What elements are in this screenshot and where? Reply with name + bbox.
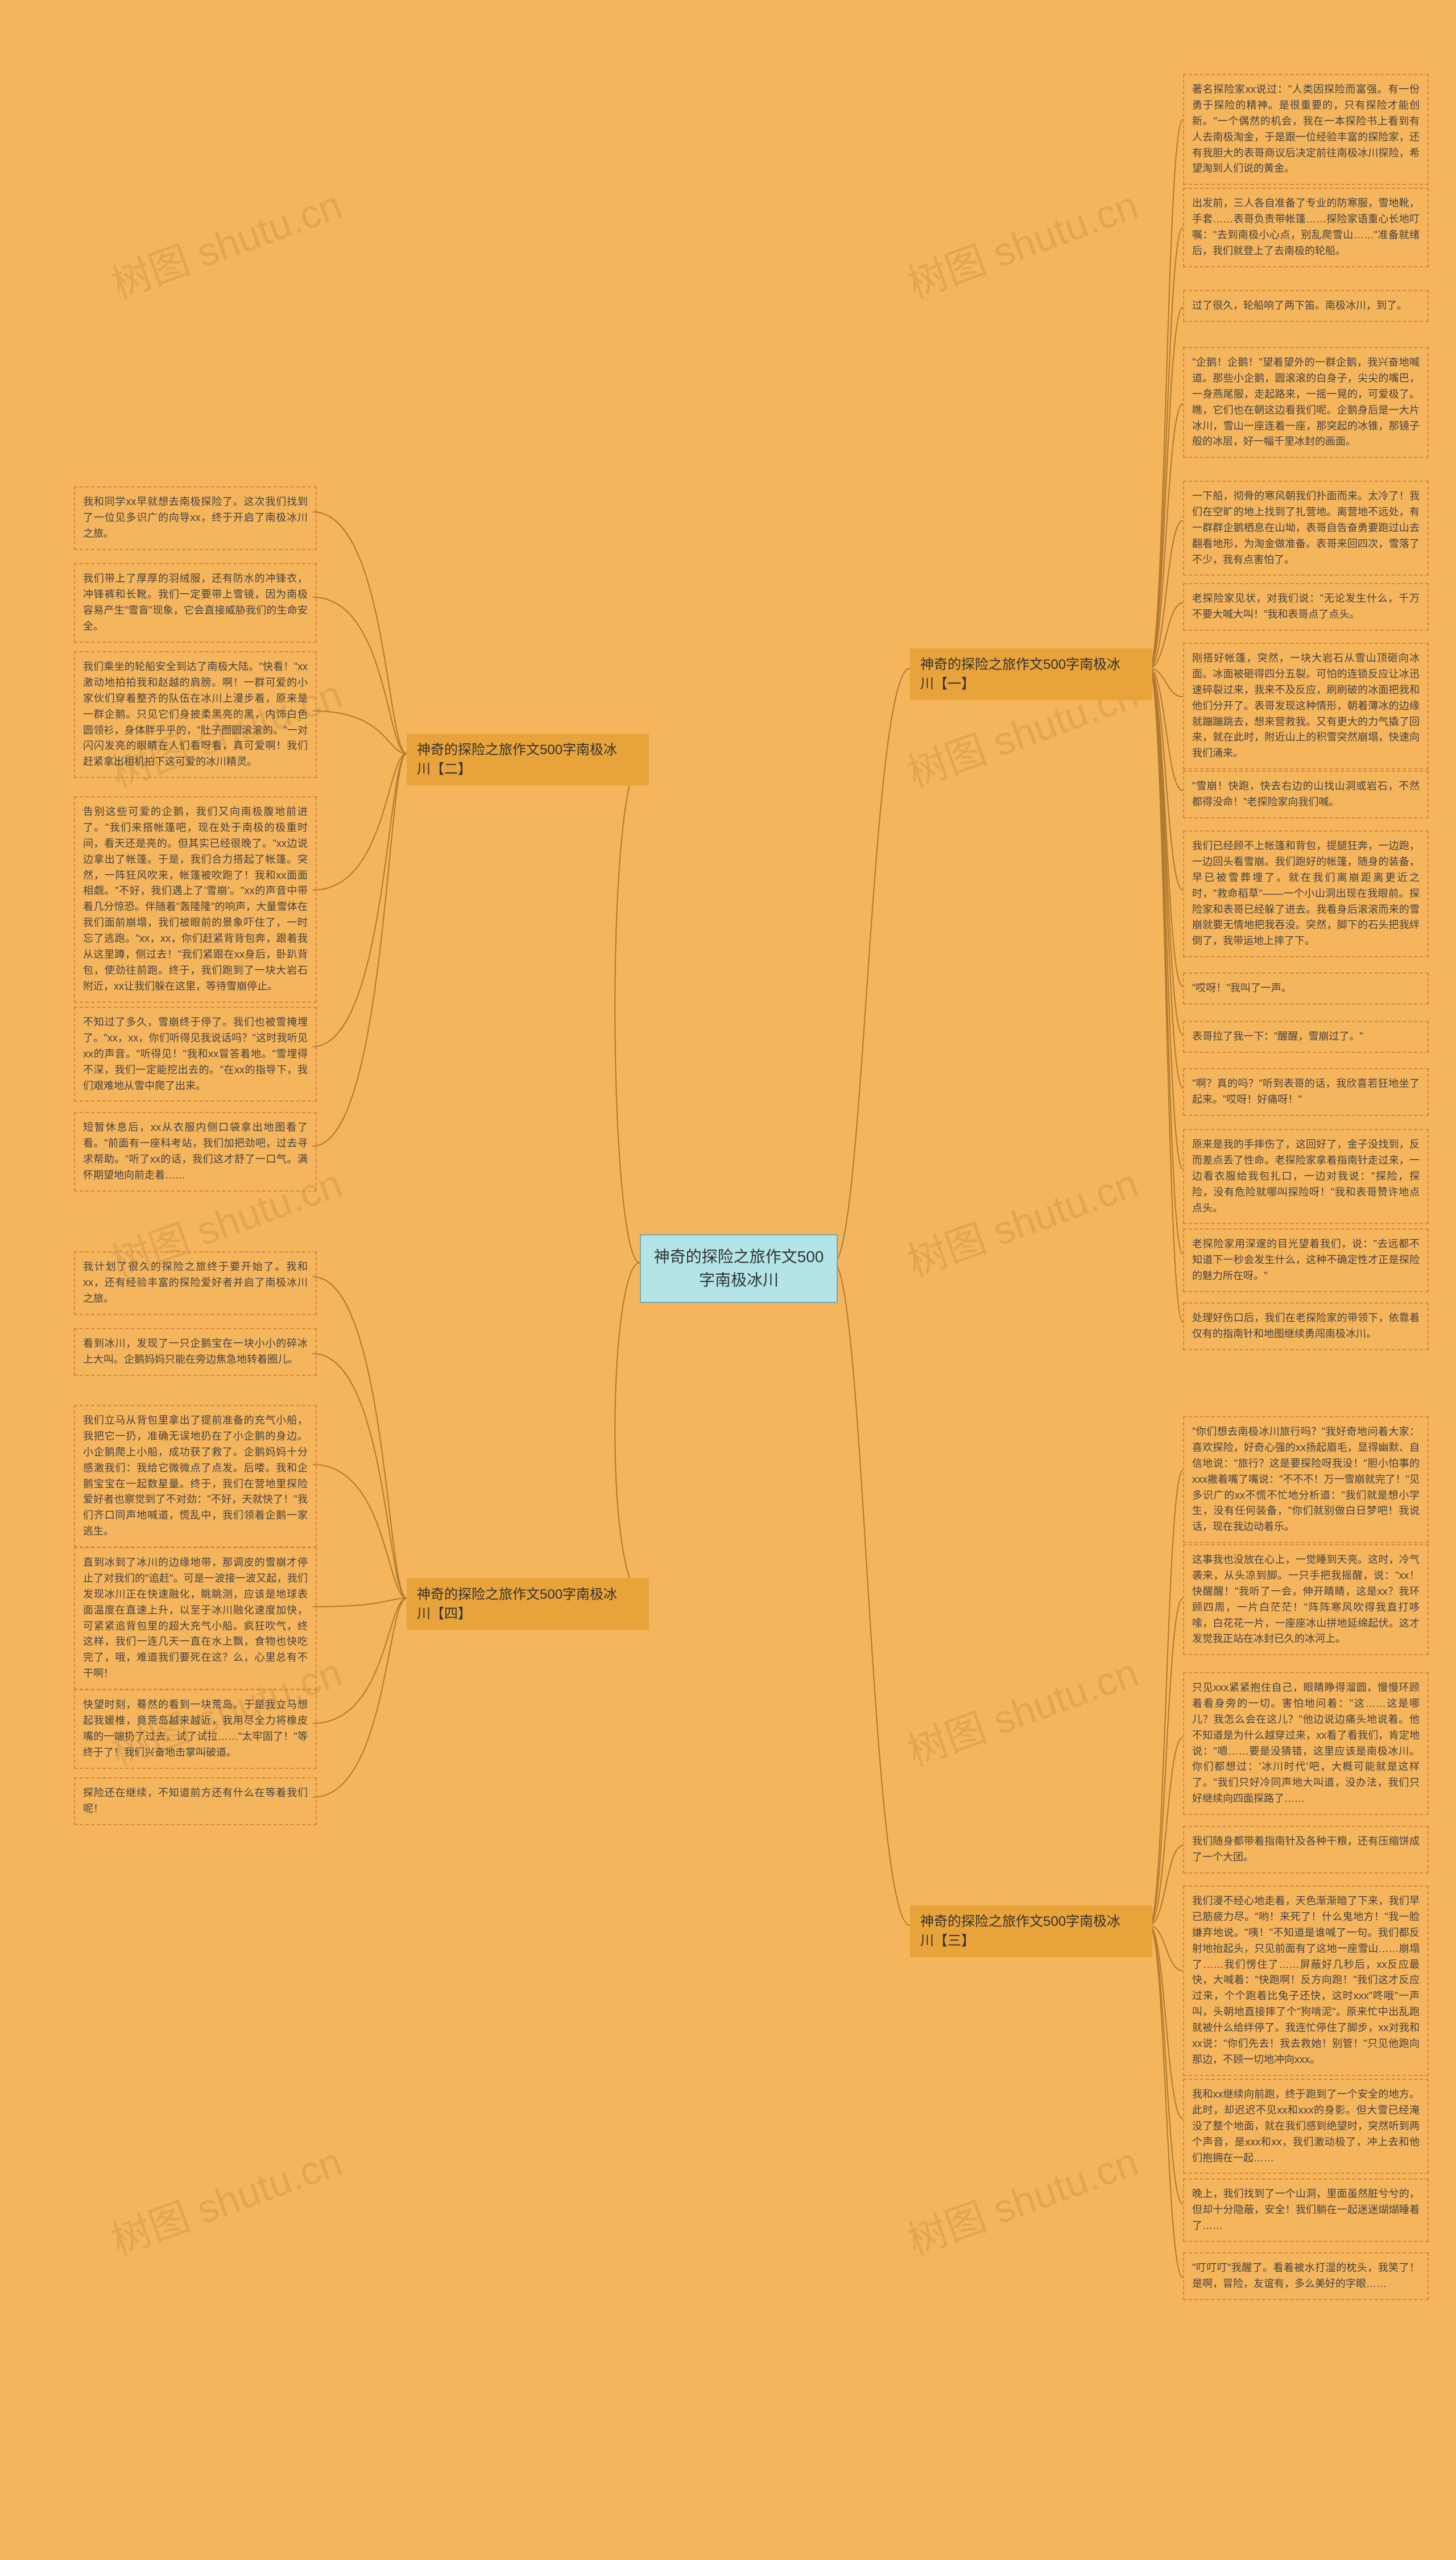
leaf-node[interactable]: 快望时刻，蓦然的看到一块荒岛。于是我立马想起我媛椎，竟荒岛越来越近，我用尽全力将… xyxy=(74,1689,317,1769)
watermark: 树图 shutu.cn xyxy=(102,2130,349,2267)
leaf-node[interactable]: 短暂休息后，xx从衣服内侧口袋拿出地图看了看。"前面有一座科考站，我们加把劲吧，… xyxy=(74,1112,317,1192)
leaf-node[interactable]: 一下船，彻骨的寒风朝我们扑面而来。太冷了！我们在空旷的地上找到了扎营地。离营地不… xyxy=(1183,481,1429,576)
leaf-node[interactable]: 处理好伤口后，我们在老探险家的带领下，依靠着仅有的指南针和地图继续勇闯南极冰川。 xyxy=(1183,1302,1429,1350)
branch-node-4[interactable]: 神奇的探险之旅作文500字南极冰 川【四】 xyxy=(407,1578,649,1630)
leaf-node[interactable]: 探险还在继续，不知道前方还有什么在等着我们呢！ xyxy=(74,1777,317,1825)
leaf-node[interactable]: "雪崩！快跑，快去右边的山找山洞或岩石，不然都得没命！"老探险家向我们喊。 xyxy=(1183,771,1429,818)
leaf-node[interactable]: 我们随身都带着指南针及各种干粮，还有压缩饼成了一个大团。 xyxy=(1183,1826,1429,1874)
watermark: 树图 shutu.cn xyxy=(899,2130,1145,2267)
leaf-node[interactable]: 表哥拉了我一下："醒醒，雪崩过了。" xyxy=(1183,1021,1429,1053)
watermark: 树图 shutu.cn xyxy=(899,1152,1145,1288)
leaf-node[interactable]: 我计划了很久的探险之旅终于要开始了。我和xx，还有经验丰富的探险爱好者并启了南极… xyxy=(74,1251,317,1315)
leaf-node[interactable]: 我们立马从背包里拿出了提前准备的充气小船，我把它一扔，准确无误地扔在了小企鹅的身… xyxy=(74,1405,317,1548)
leaf-node[interactable]: 过了很久，轮船响了两下笛。南极冰川，到了。 xyxy=(1183,290,1429,322)
branch-node-2[interactable]: 神奇的探险之旅作文500字南极冰 川【二】 xyxy=(407,734,649,785)
leaf-node[interactable]: 我和同学xx早就想去南极探险了。这次我们找到了一位见多识广的向导xx，终于开启了… xyxy=(74,486,317,550)
leaf-node[interactable]: 不知过了多久，雪崩终于停了。我们也被雪掩埋了。"xx，xx，你们听得见我说话吗？… xyxy=(74,1007,317,1102)
leaf-node[interactable]: 这事我也没放在心上，一觉睡到天亮。这时，冷气袭来，从头凉到脚。一只手把我摇醒，说… xyxy=(1183,1544,1429,1655)
leaf-node[interactable]: 我们乘坐的轮船安全到达了南极大陆。"快看！"xx激动地拍拍我和赵越的肩膀。啊！一… xyxy=(74,651,317,778)
leaf-node[interactable]: 我们已经顾不上帐篷和背包，提腿狂奔，一边跑，一边回头看雪崩。我们跑好的帐篷，随身… xyxy=(1183,830,1429,957)
watermark: 树图 shutu.cn xyxy=(102,173,349,310)
branch-node-3[interactable]: 神奇的探险之旅作文500字南极冰 川【三】 xyxy=(910,1905,1152,1957)
leaf-node[interactable]: 看到冰川，发现了一只企鹅宝在一块小小的碎冰上大叫。企鹅妈妈只能在旁边焦急地转着圈… xyxy=(74,1328,317,1376)
leaf-node[interactable]: 出发前，三人各自准备了专业的防寒服，雪地靴，手套……表哥负责带帐篷……探险家语重… xyxy=(1183,188,1429,267)
leaf-node[interactable]: 晚上，我们找到了一个山洞，里面虽然脏兮兮的，但却十分隐蔽，安全！我们躺在一起迷迷… xyxy=(1183,2178,1429,2242)
leaf-node[interactable]: "叮叮叮"我醒了。看着被水打湿的枕头，我笑了！是啊，冒险，友谊有，多么美好的字眼… xyxy=(1183,2252,1429,2300)
leaf-node[interactable]: 告别这些可爱的企鹅，我们又向南极腹地前进了。"我们来搭帐篷吧，现在处于南极的极重… xyxy=(74,796,317,1003)
leaf-node[interactable]: 我和xx继续向前跑，终于跑到了一个安全的地方。此时，却迟迟不见xx和xxx的身影… xyxy=(1183,2079,1429,2174)
leaf-node[interactable]: 原来是我的手摔伤了，这回好了，金子没找到，反而差点丢了性命。老探险家拿着指南针走… xyxy=(1183,1129,1429,1224)
branch-node-1[interactable]: 神奇的探险之旅作文500字南极冰 川【一】 xyxy=(910,648,1152,700)
leaf-node[interactable]: 只见xxx紧紧抱住自己，眼睛睁得溜圆，慢慢环顾着看身旁的一切。害怕地问着："这…… xyxy=(1183,1672,1429,1815)
leaf-node[interactable]: 直到冰到了冰川的边缘地带，那调皮的雪崩才停止了对我们的"追赶"。可是一波接一波又… xyxy=(74,1547,317,1690)
leaf-node[interactable]: 我们漫不经心地走着，天色渐渐暗了下来，我们早已筋疲力尽。"哟！来死了！什么鬼地方… xyxy=(1183,1885,1429,2076)
leaf-node[interactable]: 刚搭好帐篷，突然，一块大岩石从雪山顶砸向冰面。冰面被砸得四分五裂。可怕的连锁反应… xyxy=(1183,643,1429,770)
leaf-node[interactable]: 我们带上了厚厚的羽绒服，还有防水的冲锋衣，冲锋裤和长靴。我们一定要带上雪镜，因为… xyxy=(74,563,317,643)
leaf-node[interactable]: 老探险家见状，对我们说："无论发生什么，千万不要大喊大叫！"我和表哥点了点头。 xyxy=(1183,583,1429,631)
leaf-node[interactable]: "哎呀！"我叫了一声。 xyxy=(1183,973,1429,1004)
watermark: 树图 shutu.cn xyxy=(899,173,1145,310)
leaf-node[interactable]: "啊？真的吗？"听到表哥的话，我欣喜若狂地坐了起来。"哎呀！好痛呀！" xyxy=(1183,1068,1429,1116)
leaf-node[interactable]: 老探险家用深邃的目光望着我们，说："去远都不知道下一秒会发生什么，这种不确定性才… xyxy=(1183,1229,1429,1292)
leaf-node[interactable]: "你们想去南极冰川旅行吗？"我好奇地问着大家：喜欢探险，好奇心强的xx扬起眉毛，… xyxy=(1183,1416,1429,1543)
watermark: 树图 shutu.cn xyxy=(899,1641,1145,1777)
mindmap-root[interactable]: 神奇的探险之旅作文500 字南极冰川 xyxy=(640,1234,838,1303)
leaf-node[interactable]: 著名探险家xx说过："人类因探险而富强。有一份勇于探险的精神。是很重要的，只有探… xyxy=(1183,74,1429,185)
leaf-node[interactable]: "企鹅！企鹅！"望着望外的一群企鹅，我兴奋地喊道。那些小企鹅，圆滚滚的白身子，尖… xyxy=(1183,347,1429,458)
